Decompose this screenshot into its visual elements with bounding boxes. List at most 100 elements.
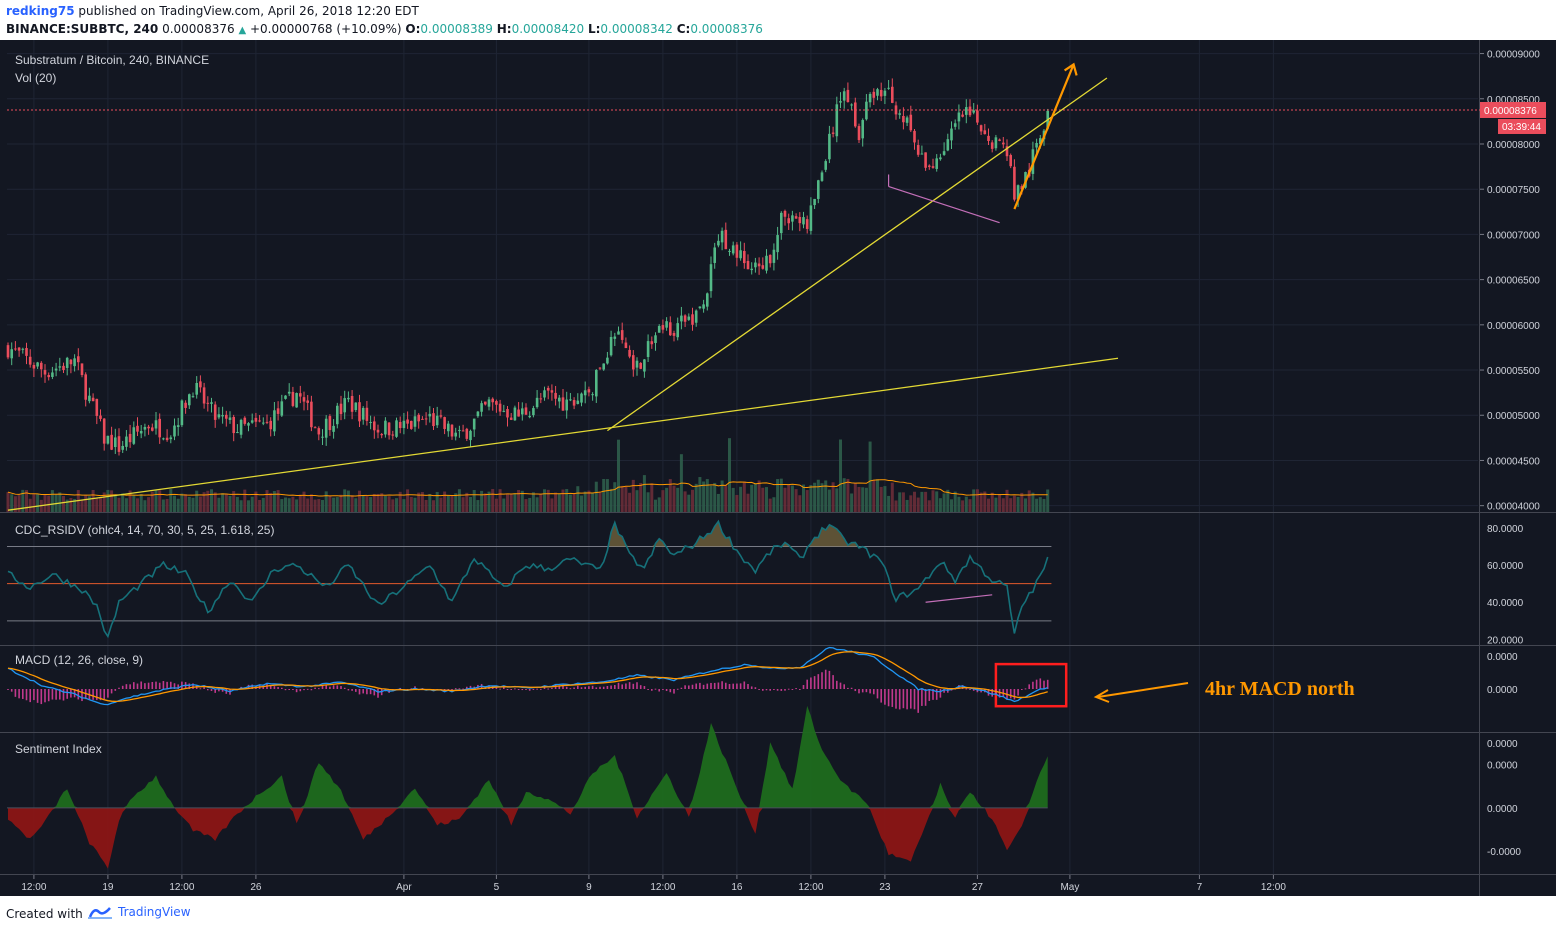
macd-histogram-bar xyxy=(325,685,327,689)
macd-histogram-bar xyxy=(532,689,535,690)
macd-histogram-bar xyxy=(947,689,949,693)
symbol-name: BINANCE:SUBBTC, 240 xyxy=(6,22,159,36)
macd-histogram-bar xyxy=(277,687,279,689)
candle-body xyxy=(521,408,524,415)
price-tick-label: 0.00005500 xyxy=(1487,366,1540,377)
macd-histogram-bar xyxy=(832,675,834,689)
candle-body xyxy=(731,245,735,254)
candle-body xyxy=(739,250,742,259)
chart-area[interactable]: 0.00009000 0.00008500 0.00008000 0.00007500… xyxy=(0,40,1556,896)
volume-bar xyxy=(132,494,136,512)
macd-histogram-bar xyxy=(273,686,276,689)
volume-bar xyxy=(794,489,798,512)
volume-bar xyxy=(272,491,276,512)
candle-body xyxy=(957,112,961,122)
sentiment-tick-label: -0.0000 xyxy=(1487,847,1521,858)
candle-body xyxy=(857,126,861,141)
sentiment-positive-area xyxy=(8,705,1048,808)
candle-body xyxy=(339,403,343,415)
time-tick-label: 19 xyxy=(102,882,114,893)
volume-bar xyxy=(309,494,313,512)
volume-bar xyxy=(665,487,669,512)
volume-bar xyxy=(802,484,805,512)
macd-histogram-bar xyxy=(136,683,139,689)
macd-histogram-bar xyxy=(373,689,376,696)
volume-bar xyxy=(350,495,354,512)
volume-bar xyxy=(1024,498,1027,512)
volume-bar xyxy=(557,494,561,512)
candle-body xyxy=(1035,142,1038,148)
macd-histogram-bar xyxy=(118,687,120,689)
volume-bar xyxy=(842,478,846,512)
candle-body xyxy=(147,426,150,429)
candle-body xyxy=(410,420,413,429)
candle-body xyxy=(413,416,417,427)
macd-histogram-bar xyxy=(799,688,801,690)
volume-bar xyxy=(835,488,839,512)
volume-bar xyxy=(1020,492,1024,512)
candle-body xyxy=(117,436,121,452)
candle-body xyxy=(720,230,724,243)
macd-histogram-bar xyxy=(18,689,20,699)
candle-body xyxy=(1016,185,1020,200)
volume-bar xyxy=(938,498,942,512)
volume-bar xyxy=(676,487,680,512)
candle-body xyxy=(387,422,391,436)
candle-body xyxy=(228,417,232,420)
candle-body xyxy=(891,86,894,103)
candle-body xyxy=(528,415,531,418)
macd-histogram-bar xyxy=(107,689,109,698)
volume-bar xyxy=(820,483,824,512)
macd-histogram-bar xyxy=(466,686,468,689)
macd-histogram-bar xyxy=(602,686,605,689)
price-tick-label: 0.00009000 xyxy=(1487,50,1540,61)
candle-body xyxy=(990,142,994,149)
macd-histogram-bar xyxy=(506,689,509,690)
volume-bar xyxy=(890,482,894,512)
macd-histogram-bar xyxy=(702,684,705,689)
candle-body xyxy=(273,410,276,432)
volume-bar xyxy=(317,499,321,512)
candle-body xyxy=(961,114,964,117)
candle-body xyxy=(421,418,424,420)
candles-layer[interactable] xyxy=(6,78,1049,456)
volume-bar xyxy=(161,499,165,512)
macd-histogram-bar xyxy=(969,689,971,690)
macd-histogram-bar xyxy=(329,686,331,689)
candle-body xyxy=(713,247,716,263)
rsi-tick-label: 60.0000 xyxy=(1487,561,1524,572)
macd-histogram-bar xyxy=(458,688,461,690)
candle-body xyxy=(735,244,739,258)
volume-bar xyxy=(332,497,336,512)
current-price-tag xyxy=(1480,101,1546,118)
time-tick-label: 12:00 xyxy=(798,882,823,893)
candle-body xyxy=(920,153,924,155)
volume-bar xyxy=(609,488,613,512)
volume-bar xyxy=(1009,498,1013,512)
macd-histogram-bar xyxy=(836,680,838,689)
volume-bar xyxy=(624,486,628,512)
candle-body xyxy=(84,374,87,400)
volume-bar xyxy=(583,491,587,512)
volume-bar xyxy=(839,439,842,512)
author-link[interactable]: redking75 xyxy=(6,4,75,18)
macd-histogram-bar xyxy=(599,686,601,689)
time-tick-label: 12:00 xyxy=(1261,882,1286,893)
time-tick-label: 9 xyxy=(586,882,592,893)
macd-histogram-bar xyxy=(495,686,498,689)
volume-bar xyxy=(735,494,739,512)
volume-bar xyxy=(927,500,931,512)
macd-histogram-bar xyxy=(810,677,812,689)
volume-bar xyxy=(953,491,957,512)
low-value: 0.00008342 xyxy=(600,22,673,36)
volume-bar xyxy=(239,500,243,512)
tradingview-link[interactable]: TradingView xyxy=(88,905,191,919)
macd-histogram-bar xyxy=(773,689,775,690)
macd-histogram-bar xyxy=(377,689,379,698)
candle-body xyxy=(994,137,998,149)
macd-histogram-bar xyxy=(33,689,35,701)
candle-body xyxy=(306,400,309,403)
candle-body xyxy=(905,117,909,123)
rsi-pane-title: CDC_RSIDV (ohlc4, 14, 70, 30, 5, 25, 1.6… xyxy=(15,523,274,537)
volume-bar xyxy=(409,496,413,512)
